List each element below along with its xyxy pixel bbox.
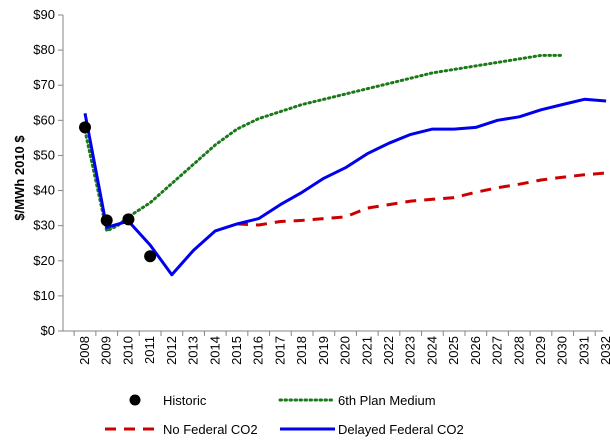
y-tick-label: $0 xyxy=(41,323,55,338)
data-point-historic xyxy=(100,214,113,227)
series-layer xyxy=(79,53,607,277)
data-point-historic xyxy=(122,213,135,226)
x-tick-label: 2024 xyxy=(424,336,439,365)
y-tick-label: $50 xyxy=(33,147,55,162)
x-tick-label: 2020 xyxy=(338,336,353,365)
legend-item-no-federal-co2: No Federal CO2 xyxy=(105,422,258,437)
legend-item-6th-plan-medium: 6th Plan Medium xyxy=(278,393,436,408)
x-tick-label: 2009 xyxy=(99,336,114,365)
x-tick-label: 2022 xyxy=(381,336,396,365)
legend-swatch-historic xyxy=(129,394,141,406)
y-tick-label: $80 xyxy=(33,42,55,57)
x-tick-label: 2016 xyxy=(251,336,266,365)
x-tick-label: 2031 xyxy=(576,336,591,365)
legend-item-historic: Historic xyxy=(129,393,207,408)
x-tick-label: 2008 xyxy=(77,336,92,365)
x-tick-label: 2021 xyxy=(359,336,374,365)
x-tick-label: 2029 xyxy=(533,336,548,365)
x-tick-label: 2025 xyxy=(446,336,461,365)
x-tick-label: 2014 xyxy=(207,336,222,365)
legend-label-delayed-federal-co2: Delayed Federal CO2 xyxy=(338,422,464,437)
x-tick-label: 2032 xyxy=(598,336,610,365)
data-point-historic xyxy=(79,121,91,134)
x-tick-label: 2027 xyxy=(490,336,505,365)
x-tick-label: 2023 xyxy=(403,336,418,365)
x-tick-label: 2030 xyxy=(555,336,570,365)
x-tick-label: 2017 xyxy=(272,336,287,365)
x-tick-label: 2019 xyxy=(316,336,331,365)
y-tick-label: $40 xyxy=(33,183,55,198)
legend-item-delayed-federal-co2: Delayed Federal CO2 xyxy=(280,422,464,437)
axes-layer: $/MWh 2010 $ $0 $10 $20 $30 $40 $50 $60 $70 $80 $… xyxy=(12,7,610,365)
x-tick-label: 2011 xyxy=(142,336,157,364)
y-tick-label: $60 xyxy=(33,112,55,127)
series-line-delayed-federal-co2 xyxy=(83,97,607,277)
legend: Historic 6th Plan Medium No Federal CO2 Del… xyxy=(105,393,464,437)
x-tick-label: 2010 xyxy=(120,336,135,365)
legend-label-6th-plan-medium: 6th Plan Medium xyxy=(338,393,436,408)
x-tick-label: 2028 xyxy=(511,336,526,365)
y-tick-label: $90 xyxy=(33,7,55,22)
x-tick-label: 2018 xyxy=(294,336,309,365)
legend-label-historic: Historic xyxy=(163,393,207,408)
series-line-6th-plan-medium xyxy=(83,53,565,233)
legend-label-no-federal-co2: No Federal CO2 xyxy=(163,422,258,437)
y-tick-label: $20 xyxy=(33,253,55,268)
y-tick-label: $10 xyxy=(33,288,55,303)
y-tick-label: $70 xyxy=(33,77,55,92)
x-tick-label: 2026 xyxy=(468,336,483,365)
x-tick-label: 2015 xyxy=(229,336,244,365)
data-point-historic xyxy=(144,250,157,263)
x-tick-label: 2012 xyxy=(164,336,179,365)
y-tick-label: $30 xyxy=(33,218,55,233)
y-axis-title: $/MWh 2010 $ xyxy=(12,135,27,221)
series-line-no-federal-co2 xyxy=(236,171,607,227)
x-tick-label: 2013 xyxy=(186,336,201,365)
